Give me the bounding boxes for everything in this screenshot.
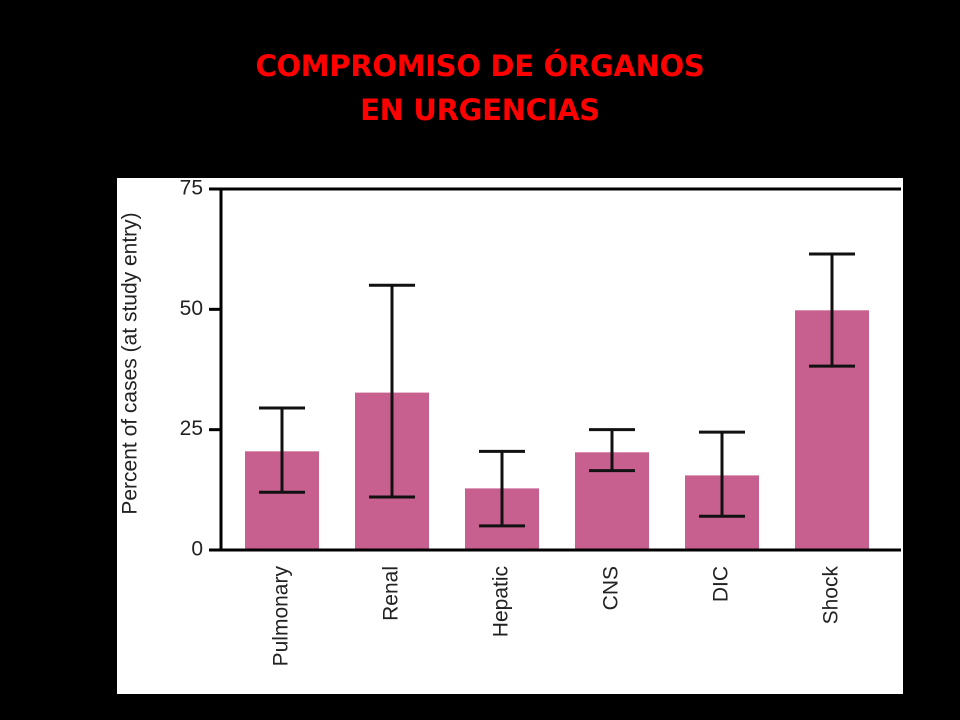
bar-chart: Pulmonary Renal Hepatic CNS DIC Shock 0 25 50 75 P… <box>119 178 901 666</box>
x-tick-label-cns: CNS <box>600 566 623 610</box>
y-tick-label-0: 0 <box>191 538 203 561</box>
x-tick-label-hepatic: Hepatic <box>490 566 513 637</box>
x-tick-label-renal: Renal <box>380 566 403 621</box>
y-tick-label-25: 25 <box>180 417 203 440</box>
y-axis-title: Percent of cases (at study entry) <box>119 212 142 514</box>
error-bars-group <box>259 252 855 528</box>
x-tick-label-shock: Shock <box>820 566 843 625</box>
labels-group: Pulmonary Renal Hepatic CNS DIC Shock 0 25 50 75 P… <box>119 178 843 666</box>
bars-group <box>245 310 869 550</box>
slide-title-line-1: COMPROMISO DE ÓRGANOS <box>255 49 705 83</box>
y-tick-label-75: 75 <box>180 178 203 200</box>
slide-title-line-2: EN URGENCIAS <box>360 93 600 127</box>
x-tick-label-dic: DIC <box>710 566 733 602</box>
chart-panel: Pulmonary Renal Hepatic CNS DIC Shock 0 25 50 75 P… <box>117 178 903 694</box>
x-tick-label-pulmonary: Pulmonary <box>270 566 293 667</box>
slide-title: COMPROMISO DE ÓRGANOS EN URGENCIAS <box>0 44 960 132</box>
y-tick-label-50: 50 <box>180 297 203 320</box>
axes-group <box>209 187 901 552</box>
